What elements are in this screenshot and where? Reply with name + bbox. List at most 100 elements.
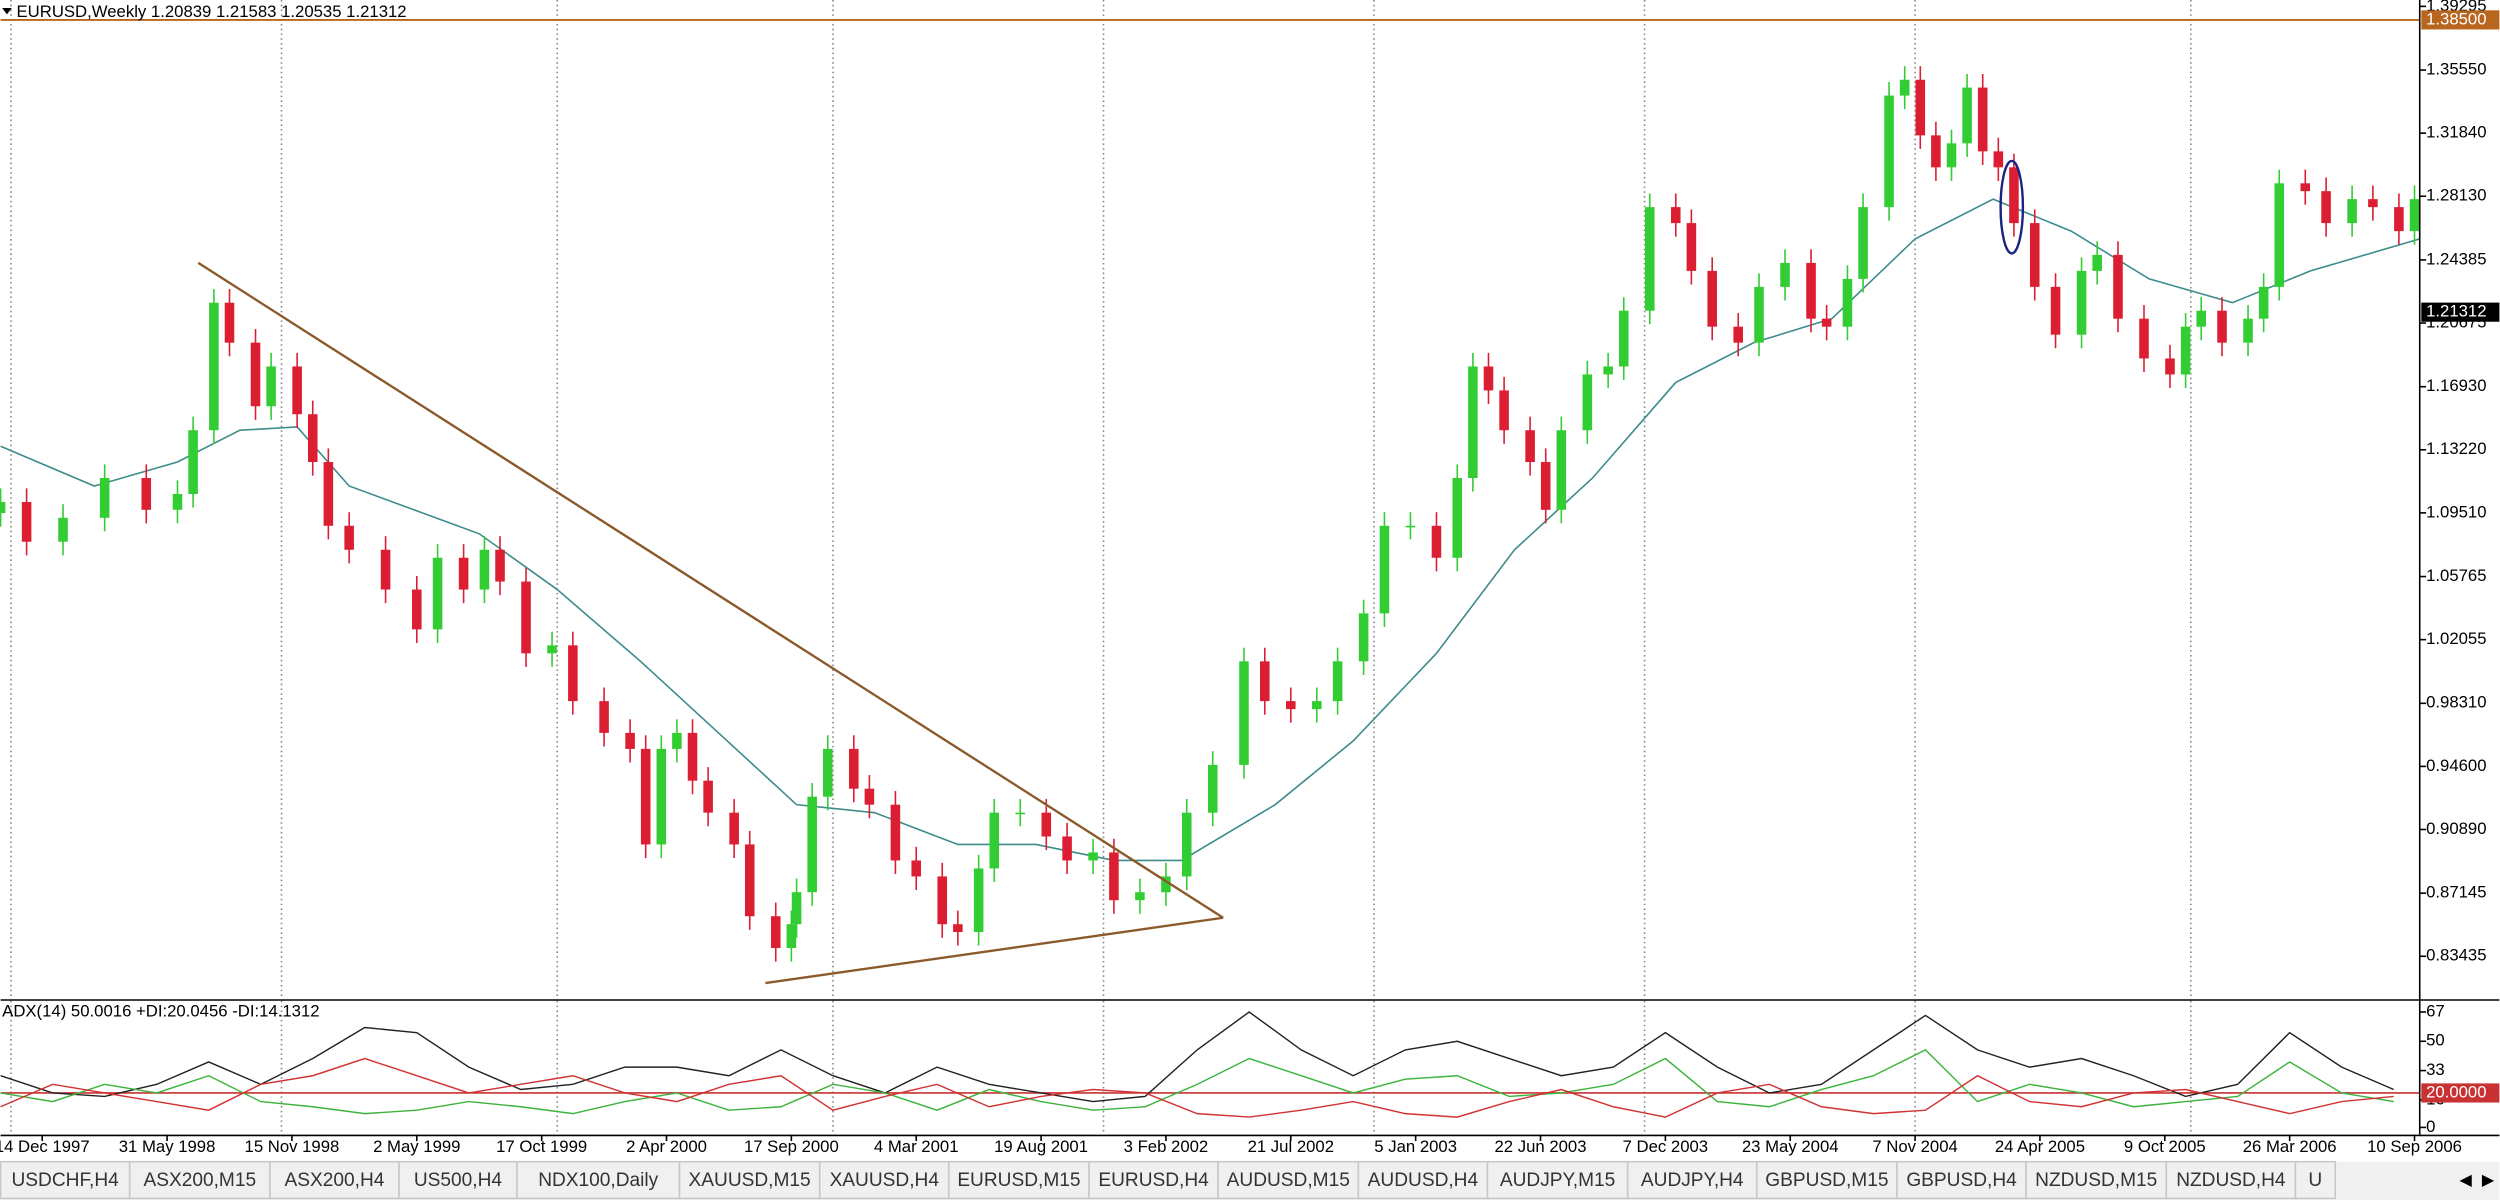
trendline bbox=[197, 261, 1224, 919]
candle-body bbox=[2076, 270, 2087, 335]
candle-body bbox=[770, 916, 781, 949]
candle-body bbox=[2165, 358, 2175, 375]
candle-body bbox=[989, 812, 1000, 869]
tab[interactable]: AUDJPY,H4 bbox=[1626, 1160, 1758, 1200]
candle-body bbox=[432, 557, 443, 630]
candle-body bbox=[141, 478, 152, 510]
tab[interactable]: US500,H4 bbox=[398, 1160, 518, 1200]
tab[interactable]: AUDUSD,M15 bbox=[1217, 1160, 1360, 1200]
tab-scroll-left[interactable]: ◀ bbox=[2460, 1172, 2473, 1189]
candle-body bbox=[1603, 366, 1613, 375]
tab[interactable]: AUDJPY,M15 bbox=[1486, 1160, 1629, 1200]
candle-body bbox=[292, 366, 302, 415]
hline-label: 1.38500 bbox=[2426, 9, 2486, 28]
tab-label[interactable]: USDCHF,H4 bbox=[12, 1170, 120, 1191]
candle-body bbox=[1260, 661, 1270, 702]
tab-label[interactable]: XAUUSD,H4 bbox=[830, 1170, 940, 1191]
tab[interactable]: U bbox=[2294, 1160, 2337, 1200]
tab-label[interactable]: U bbox=[2308, 1170, 2322, 1191]
candle-body bbox=[495, 549, 505, 582]
tab-label[interactable]: GBPUSD,M15 bbox=[1765, 1170, 1888, 1191]
tab[interactable]: XAUUSD,M15 bbox=[678, 1160, 821, 1200]
candle-body bbox=[2300, 183, 2311, 192]
tab-label[interactable]: AUDUSD,M15 bbox=[1227, 1170, 1350, 1191]
candle-body bbox=[2139, 318, 2149, 359]
candle-body bbox=[58, 517, 68, 542]
tab-label[interactable]: GBPUSD,H4 bbox=[1906, 1170, 2017, 1191]
tab[interactable]: EURUSD,H4 bbox=[1088, 1160, 1219, 1200]
tab[interactable]: ASX200,H4 bbox=[269, 1160, 400, 1200]
candle-body bbox=[2196, 310, 2207, 327]
tab[interactable]: ASX200,M15 bbox=[128, 1160, 271, 1200]
candle-body bbox=[1525, 430, 1535, 463]
tab-frame bbox=[2165, 1160, 2297, 1200]
candle-body bbox=[1842, 278, 1853, 327]
candle-body bbox=[224, 302, 235, 343]
tab-label[interactable]: NDX100,Daily bbox=[538, 1170, 658, 1191]
candle-body bbox=[458, 557, 469, 590]
tab-scroll-right[interactable]: ▶ bbox=[2482, 1172, 2495, 1189]
tab[interactable]: XAUUSD,H4 bbox=[818, 1160, 950, 1200]
candle-body bbox=[672, 732, 682, 749]
candle-body bbox=[250, 342, 261, 407]
tab[interactable]: GBPUSD,M15 bbox=[1755, 1160, 1898, 1200]
candle-body bbox=[823, 748, 833, 797]
candle-body bbox=[412, 589, 422, 630]
tab[interactable]: USDCHF,H4 bbox=[0, 1160, 131, 1200]
candle-body bbox=[21, 501, 32, 542]
tab-label[interactable]: ASX200,M15 bbox=[143, 1170, 256, 1191]
tab[interactable]: EURUSD,M15 bbox=[948, 1160, 1090, 1200]
tab-label[interactable]: EURUSD,H4 bbox=[1098, 1170, 1209, 1191]
y-tick-label: 1.31840 bbox=[2426, 123, 2486, 142]
candle-body bbox=[1556, 430, 1567, 510]
tab-label[interactable]: AUDUSD,H4 bbox=[1368, 1170, 1479, 1191]
y-tick-label: 1.28130 bbox=[2426, 186, 2486, 205]
candle-body bbox=[2113, 254, 2123, 319]
y-tick-label: 0.87145 bbox=[2426, 883, 2486, 902]
tab-label[interactable]: ASX200,H4 bbox=[285, 1170, 385, 1191]
tab-label[interactable]: US500,H4 bbox=[414, 1170, 503, 1191]
tab-frame bbox=[1357, 1160, 1489, 1200]
tab[interactable]: AUDUSD,H4 bbox=[1357, 1160, 1489, 1200]
hline-label-box bbox=[2421, 10, 2500, 30]
level-label-box bbox=[2421, 1083, 2500, 1103]
candle-body bbox=[1062, 836, 1072, 861]
tab[interactable]: NZDUSD,H4 bbox=[2165, 1160, 2297, 1200]
tab[interactable]: NDX100,Daily bbox=[516, 1160, 681, 1200]
candle-body bbox=[547, 645, 557, 654]
tab-frame bbox=[1626, 1160, 1758, 1200]
tab-label[interactable]: AUDJPY,H4 bbox=[1641, 1170, 1744, 1191]
candle-body bbox=[266, 366, 276, 407]
candle-body bbox=[1239, 661, 1249, 765]
candle-body bbox=[307, 414, 318, 463]
candle-body bbox=[1754, 286, 1764, 343]
candle-body bbox=[2217, 310, 2227, 343]
candle-body bbox=[99, 478, 110, 518]
x-tick-label: 15 Nov 1998 bbox=[245, 1137, 340, 1156]
candle-body bbox=[786, 924, 797, 949]
tab[interactable]: GBPUSD,H4 bbox=[1896, 1160, 2027, 1200]
tab-label[interactable]: AUDJPY,M15 bbox=[1500, 1170, 1615, 1191]
y-tick-label: 67 bbox=[2426, 1001, 2445, 1020]
candle-body bbox=[1821, 318, 1832, 327]
candle-body bbox=[973, 868, 984, 933]
tab-label[interactable]: EURUSD,M15 bbox=[957, 1170, 1080, 1191]
candle-body bbox=[380, 549, 391, 590]
x-tick-label: 7 Nov 2004 bbox=[1872, 1137, 1958, 1156]
candle-body bbox=[2368, 199, 2378, 208]
candle-body bbox=[791, 892, 802, 925]
tab-label[interactable]: NZDUSD,M15 bbox=[2035, 1170, 2157, 1191]
candle-body bbox=[687, 732, 698, 781]
tab-label[interactable]: NZDUSD,H4 bbox=[2176, 1170, 2286, 1191]
candle-body bbox=[1483, 366, 1494, 391]
candle-body bbox=[479, 549, 490, 590]
candle-body bbox=[1644, 207, 1655, 311]
candle-body bbox=[2243, 318, 2253, 343]
x-tick-label: 22 Jun 2003 bbox=[1494, 1137, 1586, 1156]
x-tick-label: 26 Mar 2006 bbox=[2243, 1137, 2337, 1156]
tab-label[interactable]: XAUUSD,M15 bbox=[689, 1170, 811, 1191]
y-tick-label: 0 bbox=[2426, 1117, 2435, 1136]
tab[interactable]: NZDUSD,M15 bbox=[2025, 1160, 2168, 1200]
candle-body bbox=[1332, 661, 1343, 702]
